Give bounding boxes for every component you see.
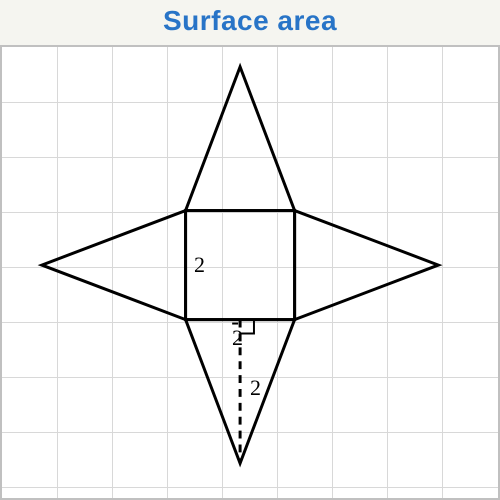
pyramid-net-diagram: [2, 47, 498, 498]
net-triangle-right: [295, 211, 439, 320]
net-triangle-top: [186, 67, 295, 211]
label-slant-height: 2: [250, 375, 261, 401]
net-triangle-left: [42, 211, 186, 320]
label-side-horizontal: 2: [232, 325, 243, 351]
page-title: Surface area: [0, 0, 500, 37]
label-side-vertical: 2: [194, 252, 205, 278]
diagram-canvas: 2 2 2: [0, 45, 500, 500]
